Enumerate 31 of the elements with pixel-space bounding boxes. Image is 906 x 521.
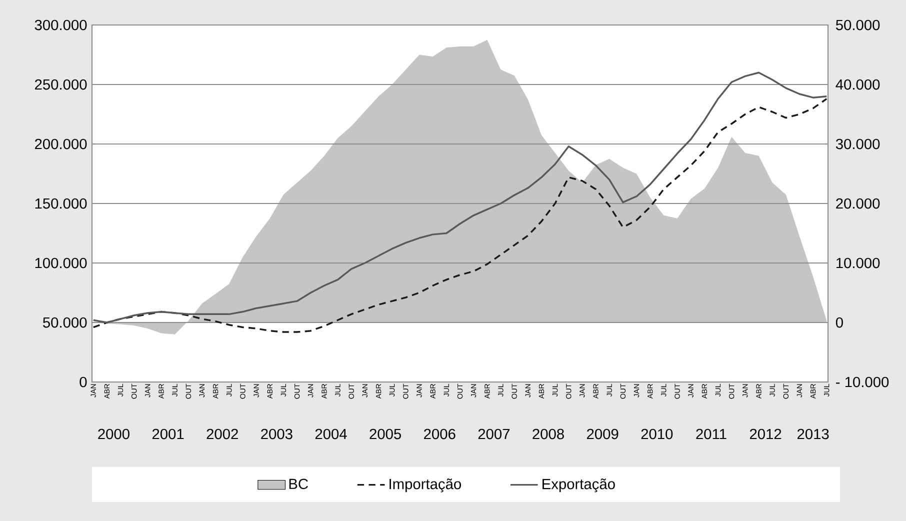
y2-tick-label: 20.000 xyxy=(836,198,880,209)
text: 2009 xyxy=(587,428,618,440)
text: 2001 xyxy=(152,428,184,440)
text: 2006 xyxy=(424,428,456,440)
y-tick-label: 100.000 xyxy=(35,258,87,268)
text: 2002 xyxy=(206,428,238,440)
y-tick-label: 200.000 xyxy=(35,138,87,150)
text: 2007 xyxy=(478,428,510,440)
y2-tick-label: 0 xyxy=(836,317,843,328)
text: 2010 xyxy=(641,428,673,440)
text: 2012 xyxy=(750,428,782,440)
y2-tick-label: - 10.000 xyxy=(836,376,889,388)
y2-tick-label: 10.000 xyxy=(836,258,880,268)
y-tick-label: 0 xyxy=(80,376,87,388)
text: 2013 xyxy=(797,428,829,440)
y-tick-label: 50.000 xyxy=(43,317,87,328)
text: 2003 xyxy=(261,428,292,440)
y-tick-label: 300.000 xyxy=(34,20,87,30)
y2-tick-label: 30.000 xyxy=(836,138,880,150)
y-tick-label: 150.000 xyxy=(35,198,87,209)
y-tick-label: 250.000 xyxy=(35,79,87,90)
y2-tick-label: 50.000 xyxy=(836,20,880,30)
legend-label: BC xyxy=(289,478,308,490)
text: 2011 xyxy=(696,428,726,440)
y2-tick-label: 40.000 xyxy=(836,79,880,90)
text: 2008 xyxy=(532,428,564,440)
legend-label: Importação xyxy=(390,478,461,492)
text: 2000 xyxy=(98,428,130,440)
text: 2004 xyxy=(315,428,347,440)
legend-label: Exportação xyxy=(542,478,615,492)
text: 2005 xyxy=(370,428,401,440)
